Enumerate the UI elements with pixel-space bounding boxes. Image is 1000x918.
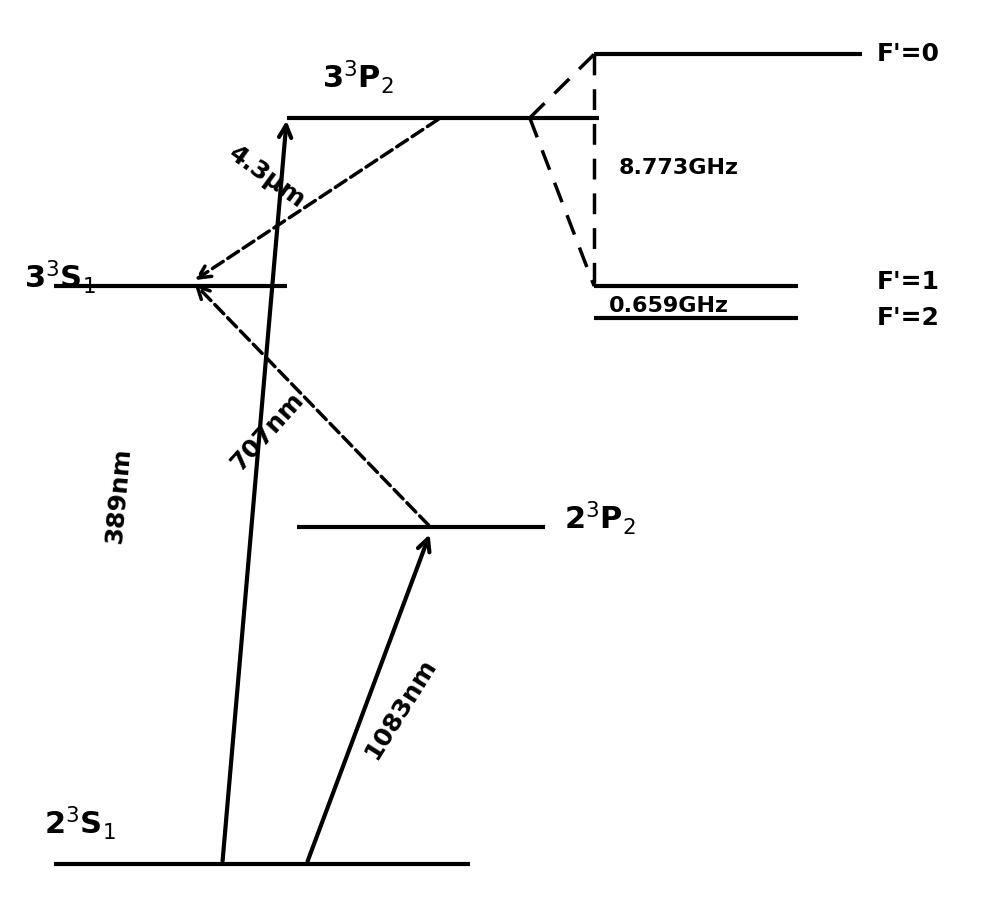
Text: 8.773GHz: 8.773GHz	[619, 158, 739, 178]
Text: 0.659GHz: 0.659GHz	[609, 297, 729, 316]
Text: 707nm: 707nm	[226, 388, 308, 476]
Text: F'=2: F'=2	[877, 306, 940, 330]
Text: 4.3μm: 4.3μm	[224, 141, 310, 213]
Text: 3$^3$S$_1$: 3$^3$S$_1$	[24, 258, 96, 296]
Text: 3$^3$P$_2$: 3$^3$P$_2$	[322, 58, 394, 95]
Text: 1083nm: 1083nm	[360, 655, 441, 764]
Text: F'=1: F'=1	[877, 270, 940, 294]
Text: F'=0: F'=0	[877, 42, 940, 66]
Text: 2$^3$S$_1$: 2$^3$S$_1$	[44, 804, 116, 842]
Text: 389nm: 389nm	[102, 446, 134, 544]
Text: 2$^3$P$_2$: 2$^3$P$_2$	[564, 499, 637, 537]
